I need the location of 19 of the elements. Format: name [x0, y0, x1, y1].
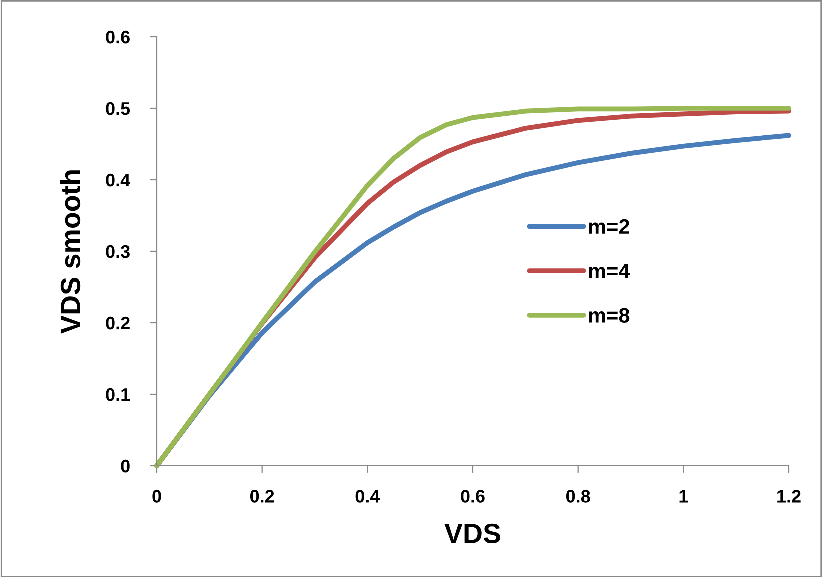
y-tick-label: 0.1	[106, 388, 130, 402]
x-tick-label: 0.4	[356, 490, 380, 503]
x-tick-label: 1	[680, 490, 688, 503]
y-tick-label: 0.5	[106, 102, 130, 116]
x-tick-label: 0.2	[250, 490, 274, 503]
x-tick-label: 0	[152, 490, 162, 503]
legend-label: m=4	[589, 264, 630, 278]
y-tick-label: 0.2	[106, 316, 130, 330]
x-tick-label: 1.2	[778, 490, 801, 503]
y-tick-label: 0.3	[106, 245, 130, 258]
y-axis-title: VDS smooth	[60, 170, 81, 334]
x-tick-label: 0.8	[566, 490, 590, 503]
x-axis-title: VDS	[444, 524, 500, 544]
y-tick-label: 0.4	[106, 174, 131, 187]
y-tick-label: 0	[121, 460, 130, 473]
y-tick-label: 0.6	[106, 30, 130, 44]
legend-label: m=2	[589, 219, 630, 234]
legend-label: m=8	[589, 308, 630, 323]
x-tick-label: 0.6	[461, 490, 485, 503]
